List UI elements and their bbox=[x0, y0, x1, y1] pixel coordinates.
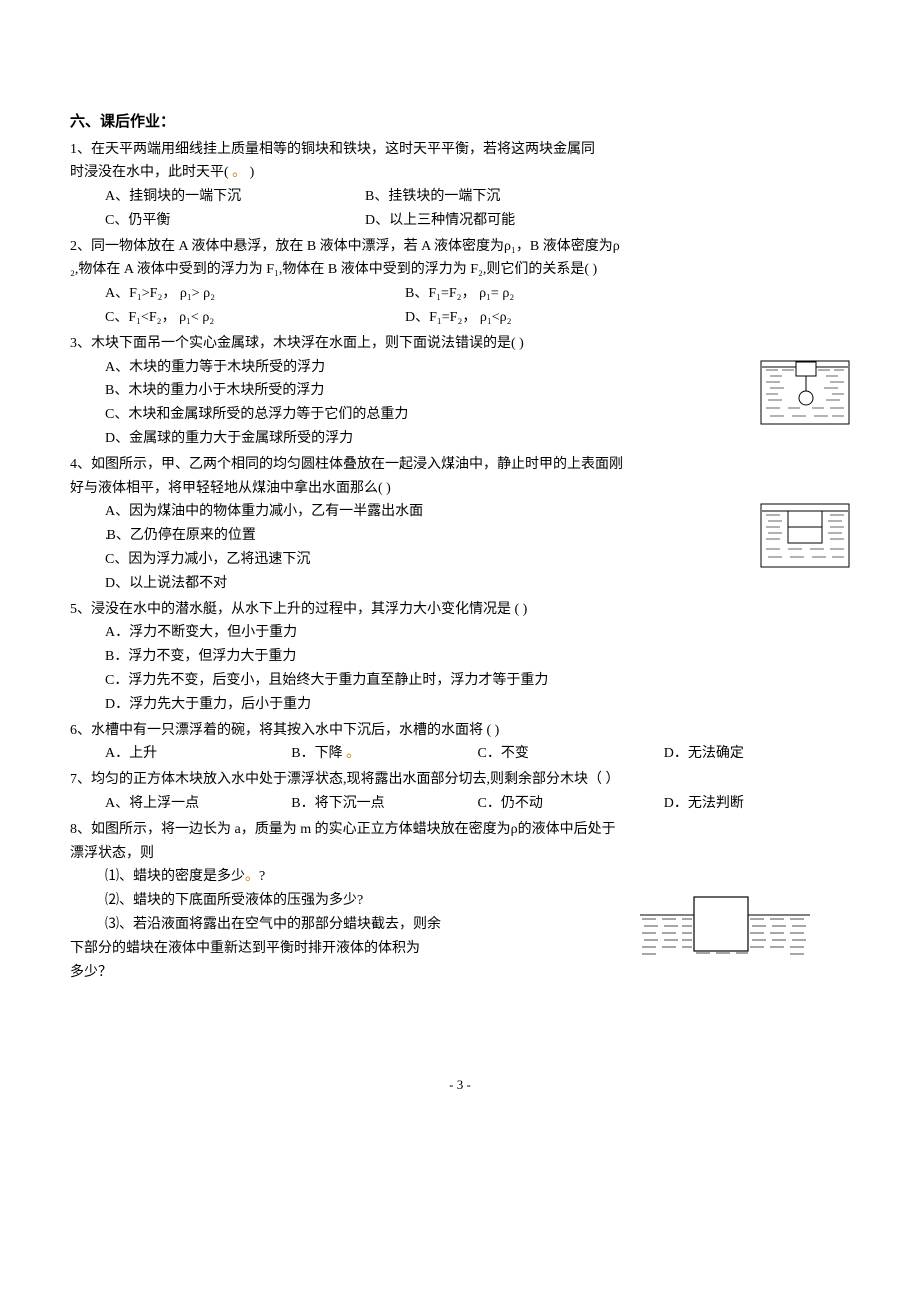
q2-option-c: C、F₁<F₂， ρ₁< ρ₂ bbox=[105, 306, 405, 330]
q4-option-d: D、以上说法都不对 bbox=[70, 572, 850, 596]
q6-b-text: B．下降 bbox=[291, 746, 342, 761]
q8-p1-text: ⑴、蜡块的密度是多少 bbox=[105, 869, 245, 884]
q8-stem-line2: 漂浮状态，则 bbox=[70, 842, 850, 866]
q2-stem-line1: 2、同一物体放在 A 液体中悬浮，放在 B 液体中漂浮，若 A 液体密度为ρ₁，… bbox=[70, 235, 850, 259]
q5-stem: 5、浸没在水中的潜水艇，从水下上升的过程中，其浮力大小变化情况是 ( ) bbox=[70, 598, 850, 622]
question-2: 2、同一物体放在 A 液体中悬浮，放在 B 液体中漂浮，若 A 液体密度为ρ₁，… bbox=[70, 235, 850, 330]
q4-figure bbox=[760, 503, 850, 568]
q1-option-a: A、挂铜块的一端下沉 bbox=[105, 185, 365, 209]
q2-option-b: B、F₁=F₂， ρ₁= ρ₂ bbox=[405, 282, 850, 306]
question-5: 5、浸没在水中的潜水艇，从水下上升的过程中，其浮力大小变化情况是 ( ) A．浮… bbox=[70, 598, 850, 717]
question-3: 3、木块下面吊一个实心金属球，木块浮在水面上，则下面说法错误的是( ) A、木块… bbox=[70, 332, 850, 451]
q2-option-d: D、F₁=F₂， ρ₁<ρ₂ bbox=[405, 306, 850, 330]
q3-option-d: D、金属球的重力大于金属球所受的浮力 bbox=[70, 427, 850, 451]
q6-option-a: A．上升 bbox=[105, 742, 291, 766]
q5-option-b: B．浮力不变，但浮力大于重力 bbox=[70, 645, 850, 669]
orange-dot-icon: 。 bbox=[346, 746, 360, 761]
q7-option-b: B．将下沉一点 bbox=[291, 792, 477, 816]
q6-option-d: D．无法确定 bbox=[664, 742, 850, 766]
page-number: - 3 - bbox=[70, 1074, 850, 1096]
q1-stem2-end: ) bbox=[250, 165, 255, 180]
q1-option-d: D、以上三种情况都可能 bbox=[365, 209, 850, 233]
question-1: 1、在天平两端用细线挂上质量相等的铜块和铁块，这时天平平衡，若将这两块金属同 时… bbox=[70, 138, 850, 233]
question-6: 6、水槽中有一只漂浮着的碗，将其按入水中下沉后，水槽的水面将 ( ) A．上升 … bbox=[70, 719, 850, 767]
q5-option-a: A．浮力不断变大，但小于重力 bbox=[70, 621, 850, 645]
q7-option-d: D．无法判断 bbox=[664, 792, 850, 816]
q8-part3c: 多少？ bbox=[70, 961, 850, 985]
q1-option-c: C、仍平衡 bbox=[105, 209, 365, 233]
q3-option-a: A、木块的重力等于木块所受的浮力 bbox=[70, 356, 850, 380]
q1-stem2-text: 时浸没在水中，此时天平( bbox=[70, 165, 229, 180]
q6-option-c: C．不变 bbox=[478, 742, 664, 766]
orange-dot-icon: 。 bbox=[232, 165, 246, 180]
question-7: 7、均匀的正方体木块放入水中处于漂浮状态,现将露出水面部分切去,则剩余部分木块（… bbox=[70, 768, 850, 816]
q4-stem-line2: 好与液体相平，将甲轻轻地从煤油中拿出水面那么( ) bbox=[70, 477, 850, 501]
q1-stem-line1: 1、在天平两端用细线挂上质量相等的铜块和铁块，这时天平平衡，若将这两块金属同 bbox=[70, 138, 850, 162]
q2-option-a: A、F₁>F₂， ρ₁> ρ₂ bbox=[105, 282, 405, 306]
q8-part1: ⑴、蜡块的密度是多少。? bbox=[70, 865, 850, 889]
question-8: 8、如图所示，将一边长为 a，质量为 m 的实心正立方体蜡块放在密度为ρ的液体中… bbox=[70, 818, 850, 985]
q5-option-c: C．浮力先不变，后变小，且始终大于重力直至静止时，浮力才等于重力 bbox=[70, 669, 850, 693]
q2-stem-line2: ₂,物体在 A 液体中受到的浮力为 F₁,物体在 B 液体中受到的浮力为 F₂,… bbox=[70, 258, 850, 282]
q7-option-a: A、将上浮一点 bbox=[105, 792, 291, 816]
q3-figure bbox=[760, 360, 850, 425]
q4-b-text: B、乙仍停在原来的位置 bbox=[107, 528, 256, 543]
q6-stem: 6、水槽中有一只漂浮着的碗，将其按入水中下沉后，水槽的水面将 ( ) bbox=[70, 719, 850, 743]
q7-option-c: C．仍不动 bbox=[478, 792, 664, 816]
q4-option-c: C、因为浮力减小，乙将迅速下沉 bbox=[70, 548, 850, 572]
q4-option-a: A、因为煤油中的物体重力减小，乙有一半露出水面 bbox=[70, 500, 850, 524]
q3-stem: 3、木块下面吊一个实心金属球，木块浮在水面上，则下面说法错误的是( ) bbox=[70, 332, 850, 356]
q8-p1-end: ? bbox=[259, 869, 265, 884]
q8-figure bbox=[640, 893, 810, 963]
section-title: 六、课后作业： bbox=[70, 110, 850, 136]
q6-option-b: B．下降 。 bbox=[291, 742, 477, 766]
q1-option-b: B、挂铁块的一端下沉 bbox=[365, 185, 850, 209]
q3-option-c: C、木块和金属球所受的总浮力等于它们的总重力 bbox=[70, 403, 850, 427]
q8-stem-line1: 8、如图所示，将一边长为 a，质量为 m 的实心正立方体蜡块放在密度为ρ的液体中… bbox=[70, 818, 850, 842]
q4-stem-line1: 4、如图所示，甲、乙两个相同的均匀圆柱体叠放在一起浸入煤油中，静止时甲的上表面刚 bbox=[70, 453, 850, 477]
orange-dot-icon: 。 bbox=[245, 869, 259, 884]
question-4: 4、如图所示，甲、乙两个相同的均匀圆柱体叠放在一起浸入煤油中，静止时甲的上表面刚… bbox=[70, 453, 850, 596]
q4-option-b: .B、乙仍停在原来的位置 bbox=[70, 524, 850, 548]
q1-stem-line2: 时浸没在水中，此时天平( 。 ) bbox=[70, 161, 850, 185]
q5-option-d: D．浮力先大于重力，后小于重力 bbox=[70, 693, 850, 717]
q7-stem: 7、均匀的正方体木块放入水中处于漂浮状态,现将露出水面部分切去,则剩余部分木块（… bbox=[70, 768, 850, 792]
q3-option-b: B、木块的重力小于木块所受的浮力 bbox=[70, 379, 850, 403]
